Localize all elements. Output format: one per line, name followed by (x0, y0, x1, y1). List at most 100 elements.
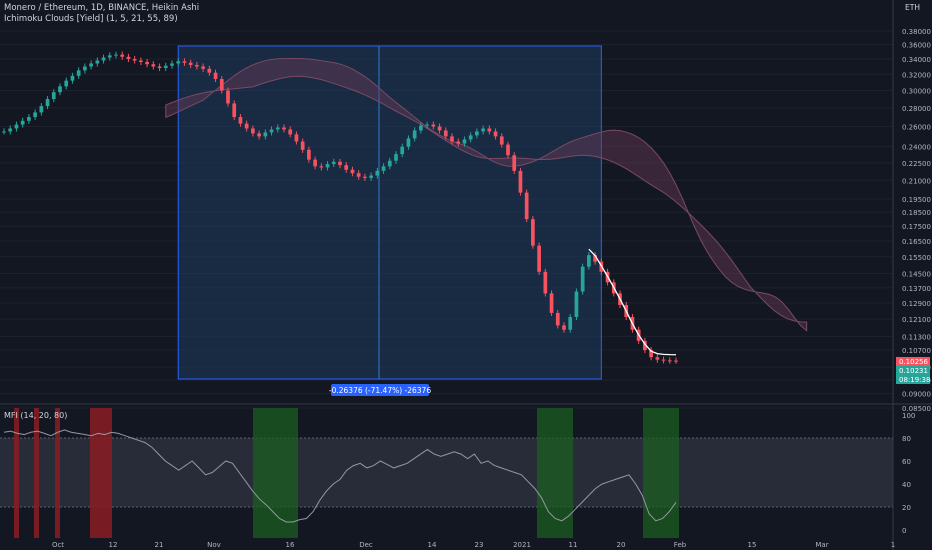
candle-body (188, 62, 193, 65)
candle-body (456, 141, 461, 144)
candle-body (83, 66, 87, 71)
mfi-line (3, 429, 677, 523)
price-tick: 0.19500 (902, 196, 931, 204)
candle-body (70, 75, 75, 81)
oversold-zone (537, 408, 573, 538)
candle-body (543, 271, 548, 294)
candle-body (14, 124, 19, 129)
candle-body (163, 65, 168, 69)
time-tick: 15 (748, 541, 757, 549)
candle-body (195, 64, 199, 67)
price-badge-text: 0.10256 (899, 358, 928, 366)
price-tick: 0.26000 (902, 124, 931, 132)
candle-body (593, 255, 597, 262)
candle-body (269, 129, 274, 133)
candle-body (574, 291, 579, 318)
candle-body (450, 136, 454, 142)
mfi-title: MFI (14, 20, 80) (4, 411, 67, 420)
candle-body (319, 166, 324, 168)
measure-box (177, 45, 602, 380)
candle-body (238, 117, 243, 124)
time-tick: 11 (569, 541, 578, 549)
time-tick: Nov (207, 541, 221, 549)
measure-label-bg (331, 384, 429, 396)
candle-body (512, 155, 517, 171)
time-tick: Oct (52, 541, 64, 549)
candle-body (307, 149, 311, 160)
oversold-zone (643, 408, 679, 538)
price-tick: 0.15500 (902, 254, 931, 262)
time-tick: 21 (155, 541, 164, 549)
candle-body (437, 126, 442, 131)
price-tick: 0.17500 (902, 223, 931, 231)
candle-body (375, 170, 380, 176)
time-tick: 2021 (513, 541, 531, 549)
candle-body (331, 161, 336, 165)
price-tick: 0.16500 (902, 238, 931, 246)
candle-body (176, 61, 181, 64)
candle-body (643, 340, 647, 351)
candle-body (145, 61, 149, 65)
candle-body (344, 165, 349, 170)
price-tick: 0.14500 (902, 271, 931, 279)
mfi-tick: 60 (902, 458, 911, 466)
chart-title: Monero / Ethereum, 1D, BINANCE, Heikin A… (4, 3, 200, 13)
candle-body (201, 66, 205, 69)
measure-label: -0.26376 (-71.47%) -26376 (329, 384, 431, 396)
candle-body (101, 57, 106, 61)
candle-body (58, 86, 62, 93)
candle-body (475, 131, 479, 136)
price-tick: 0.22500 (902, 160, 931, 168)
mfi-tick: 0 (902, 527, 906, 535)
trend-curve (588, 248, 677, 356)
candle-body (568, 317, 573, 330)
price-tick: 0.24000 (902, 144, 931, 152)
time-tick: Feb (674, 541, 687, 549)
candle-body (244, 123, 249, 129)
overbought-zone (90, 408, 112, 538)
overbought-zone (34, 408, 39, 538)
time-tick: 23 (475, 541, 484, 549)
candle-body (51, 92, 56, 100)
candle-body (506, 144, 510, 156)
candle-body (468, 135, 473, 140)
candle-body (325, 164, 330, 168)
candle-body (288, 129, 293, 135)
mfi-tick: 80 (902, 435, 911, 443)
candle-body (524, 192, 529, 220)
measure-label-text: -0.26376 (-71.47%) -26376 (329, 386, 431, 395)
candle-body (126, 56, 131, 60)
candle-body (356, 173, 361, 177)
price-tick: 0.11300 (902, 333, 931, 341)
candle-body (400, 146, 405, 155)
candle-body (313, 159, 317, 167)
candle-body (443, 130, 448, 137)
time-tick: Dec (359, 541, 373, 549)
overbought-zone (55, 408, 60, 538)
price-tick: 0.12900 (902, 300, 931, 308)
candle-body (114, 54, 118, 56)
mfi-tick: 100 (902, 412, 915, 420)
price-tick: 0.28000 (902, 105, 931, 113)
candle-body (419, 125, 423, 131)
candle-body (64, 80, 69, 87)
candle-body (518, 170, 523, 193)
price-badge-text: 08:19:38 (899, 376, 930, 384)
candle-body (481, 128, 485, 132)
candle-body (406, 138, 411, 147)
candle-body (369, 175, 373, 178)
time-tick: 16 (286, 541, 295, 549)
candle-body (132, 59, 137, 61)
candle-body (2, 131, 6, 133)
candle-body (412, 130, 417, 139)
candle-body (499, 136, 504, 145)
price-badge (896, 357, 930, 366)
cloud-area (165, 58, 808, 332)
candle-body (294, 134, 299, 142)
candle-body (381, 166, 386, 171)
candle-body (425, 124, 429, 126)
price-tick: 0.34000 (902, 56, 931, 64)
price-tick: 0.30000 (902, 88, 931, 96)
overbought-zone (14, 408, 19, 538)
